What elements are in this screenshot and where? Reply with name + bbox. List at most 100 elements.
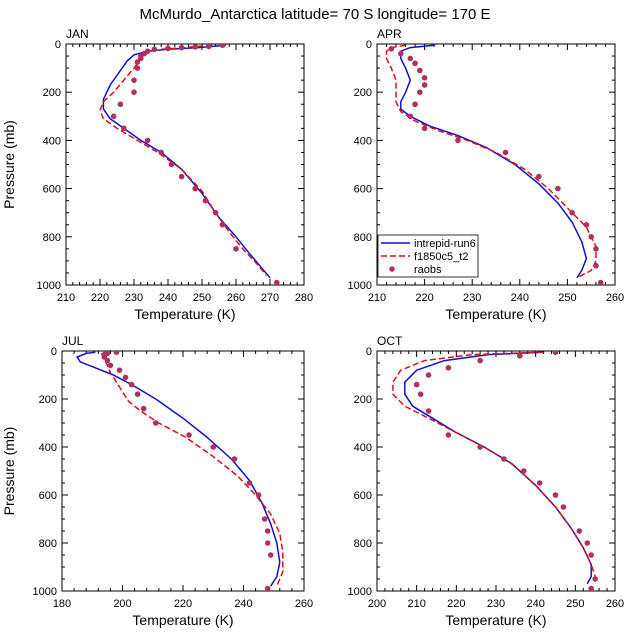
raobs-point: [421, 82, 428, 88]
x-axis-title: Temperature (K): [445, 612, 546, 628]
x-tick-label: 220: [415, 292, 433, 304]
raobs-point: [117, 101, 124, 108]
x-tick-label: 220: [447, 598, 465, 610]
raobs-point: [264, 528, 271, 534]
panel-oct: 200 210 220 230 240 250 260 0 200 400 600 800 1000 OC…: [348, 334, 625, 628]
raobs-point: [128, 381, 135, 388]
raobs-point: [121, 125, 127, 132]
x-tick-label: 180: [53, 598, 71, 610]
x-tick-label: 220: [91, 292, 109, 304]
panel-label: APR: [377, 27, 402, 41]
raobs-point: [231, 456, 238, 462]
series-line-f1850c5-t2: [100, 353, 284, 587]
raobs-point: [592, 576, 598, 582]
x-tick-label: 200: [113, 598, 131, 610]
raobs-point: [134, 391, 141, 398]
x-axis-title: Temperature (K): [134, 306, 235, 322]
data-layer: [76, 351, 284, 591]
y-tick-label: 0: [51, 346, 57, 358]
panel-label: OCT: [377, 334, 403, 348]
data-layer: [385, 44, 604, 285]
y-tick-label: 200: [354, 394, 372, 406]
y-tick-label: 400: [354, 442, 372, 454]
y-tick-label: 1000: [37, 280, 61, 292]
raobs-point: [407, 113, 414, 120]
x-tick-label: 210: [368, 292, 386, 304]
x-tick-label: 250: [193, 292, 211, 304]
raobs-point: [583, 221, 590, 228]
x-tick-label: 250: [566, 598, 584, 610]
raobs-point: [165, 45, 171, 52]
raobs-point: [477, 444, 483, 450]
raobs-point: [192, 44, 198, 50]
legend-entry-label: intrepid-run6: [414, 238, 476, 250]
x-tick-label: 230: [125, 292, 143, 304]
raobs-point: [178, 44, 185, 51]
raobs-point: [517, 353, 523, 359]
raobs-point: [536, 173, 542, 180]
y-tick-label: 0: [366, 39, 372, 51]
y-tick-label: 800: [354, 232, 372, 244]
raobs-point: [104, 357, 111, 364]
legend-entry-label: raobs: [414, 264, 442, 276]
panel-jan: 210 220 230 240 250 260 270 280 0 200 400 600 800 100…: [1, 27, 313, 322]
raobs-point: [134, 65, 141, 71]
raobs-point: [552, 492, 559, 498]
y-tick-label: 400: [43, 135, 61, 147]
y-tick-label: 400: [354, 135, 372, 147]
x-tick-label: 240: [526, 598, 544, 610]
raobs-point: [445, 365, 452, 371]
y-tick-label: 200: [43, 87, 61, 99]
raobs-point: [202, 197, 209, 204]
x-tick-label: 220: [174, 598, 192, 610]
x-tick-label: 260: [606, 598, 624, 610]
raobs-point: [588, 552, 594, 558]
figure-title: McMurdo_Antarctica latitude= 70 S longit…: [139, 6, 490, 23]
x-tick-label: 250: [558, 292, 576, 304]
panel-jul: 180 200 220 240 260 0 200 400 600 800 1000 JUL Tempe…: [1, 334, 313, 628]
raobs-point: [421, 74, 428, 81]
raobs-point: [584, 540, 591, 546]
raobs-point: [274, 279, 280, 285]
y-tick-label: 600: [43, 184, 61, 196]
legend-marker-raobs: [389, 266, 395, 272]
raobs-point: [186, 432, 192, 438]
raobs-point: [206, 44, 212, 50]
y-tick-label: 200: [354, 87, 372, 99]
y-tick-label: 600: [354, 184, 372, 196]
y-tick-label: 1000: [33, 586, 57, 598]
series-line-f1850c5-t2: [392, 351, 596, 584]
series-line-intrepid-run6: [76, 351, 281, 587]
raobs-point: [412, 60, 418, 67]
plots-layer: 210 220 230 240 250 260 270 280 0 200 400 600 800 100…: [1, 27, 624, 628]
raobs-point: [588, 234, 594, 240]
y-tick-label: 200: [39, 394, 57, 406]
y-tick-label: 400: [39, 442, 57, 454]
x-tick-label: 210: [407, 598, 425, 610]
raobs-point: [413, 381, 420, 388]
raobs-point: [116, 367, 123, 374]
legend-entry-label: f1850c5_t2: [414, 251, 468, 263]
raobs-point: [412, 101, 418, 108]
raobs-point: [477, 357, 483, 364]
raobs-point: [152, 420, 159, 426]
raobs-point: [502, 149, 509, 156]
x-tick-label: 260: [295, 598, 313, 610]
raobs-point: [219, 44, 226, 49]
x-tick-label: 200: [368, 598, 386, 610]
raobs-point: [219, 221, 226, 228]
raobs-point: [138, 55, 144, 62]
raobs-point: [168, 161, 175, 168]
raobs-point: [261, 516, 268, 522]
raobs-point: [264, 540, 271, 546]
raobs-point: [417, 391, 424, 398]
raobs-point: [417, 67, 423, 74]
raobs-point: [131, 77, 137, 83]
data-layer: [99, 44, 280, 285]
raobs-point: [455, 137, 461, 144]
raobs-point: [421, 125, 428, 132]
raobs-point: [445, 432, 452, 438]
raobs-point: [597, 279, 604, 285]
raobs-point: [588, 585, 594, 591]
